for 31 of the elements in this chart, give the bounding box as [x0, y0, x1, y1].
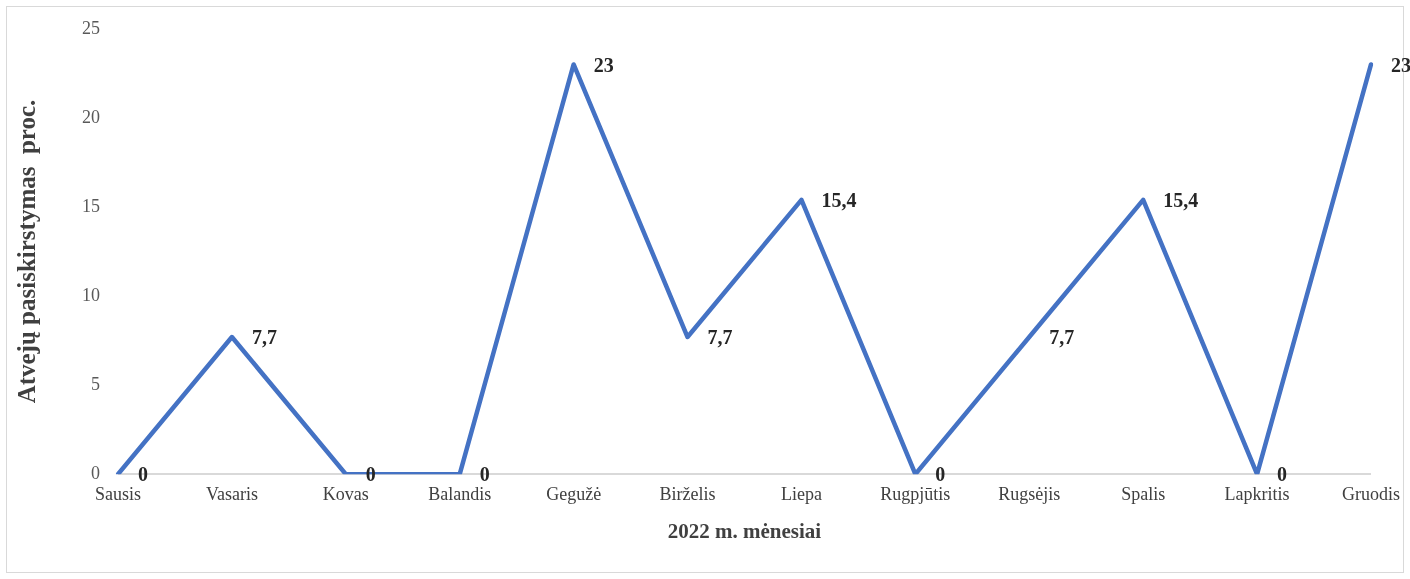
x-tick-label: Vasaris [205, 483, 258, 504]
data-label: 23 [593, 53, 614, 76]
data-label: 15,4 [1163, 189, 1199, 212]
x-tick-label: Gegužė [546, 483, 602, 504]
x-tick-label: Liepa [780, 483, 822, 504]
x-axis-title: 2022 m. mėnesiai [667, 518, 822, 543]
data-label: 15,4 [821, 189, 857, 212]
data-label: 0 [935, 463, 946, 486]
x-tick-label: Rugpjūtis [880, 483, 951, 504]
x-tick-label: Sausis [94, 483, 142, 504]
data-label: 7,7 [251, 326, 277, 349]
data-label: 0 [138, 463, 148, 486]
x-tick-label: Kovas [322, 483, 369, 504]
data-label: 23 [1391, 53, 1410, 76]
y-axis-title: Atvejų pasiskirstymas proc. [13, 99, 41, 404]
x-tick-label: Gruodis [1342, 483, 1400, 504]
x-tick-label: Spalis [1121, 483, 1166, 504]
y-tick-label: 25 [82, 17, 100, 38]
data-label: 7,7 [707, 326, 733, 349]
y-tick-label: 5 [91, 373, 100, 394]
data-label: 0 [479, 463, 490, 486]
x-tick-label: Lapkritis [1224, 483, 1290, 504]
data-label: 7,7 [1049, 326, 1075, 349]
x-tick-label: Birželis [659, 483, 716, 504]
y-tick-label: 10 [82, 284, 100, 305]
y-tick-label: 15 [82, 195, 100, 216]
y-tick-label: 20 [82, 106, 100, 127]
x-tick-label: Rugsėjis [998, 483, 1061, 504]
y-tick-label: 0 [91, 462, 100, 483]
data-label: 0 [1277, 463, 1288, 486]
x-tick-label: Balandis [428, 483, 492, 504]
